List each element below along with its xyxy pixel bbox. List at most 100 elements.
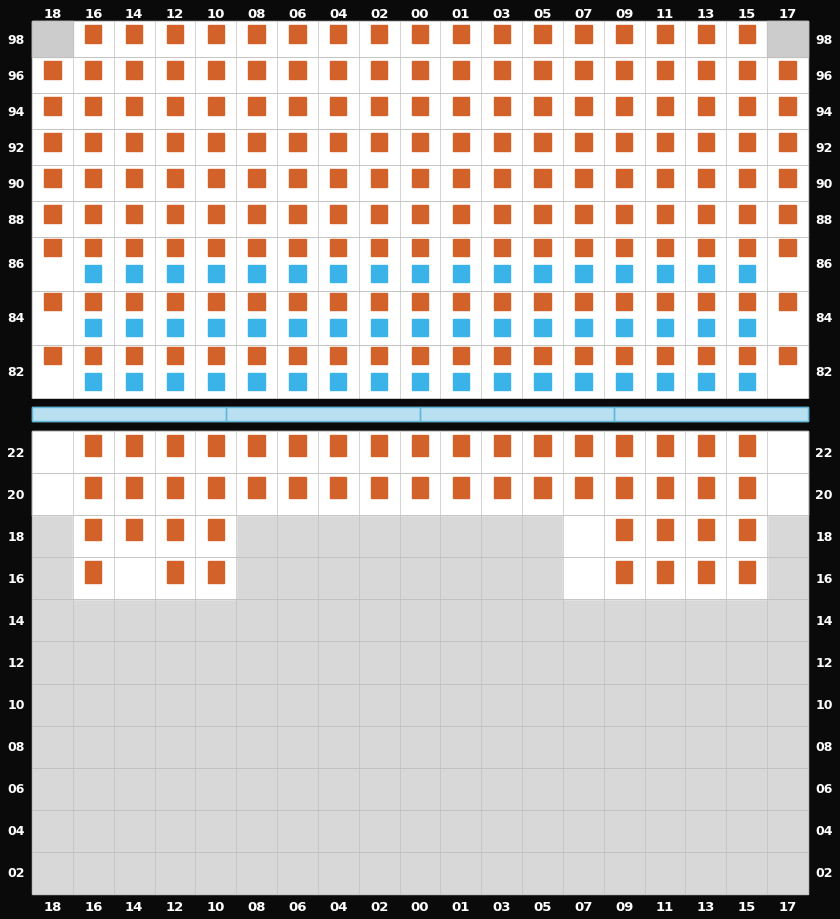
Text: 14: 14 (8, 614, 24, 628)
Bar (657, 562, 673, 583)
Bar (604, 558, 644, 600)
Bar (767, 432, 808, 473)
Text: 12: 12 (165, 7, 184, 21)
Bar (738, 133, 755, 152)
Text: 08: 08 (248, 7, 266, 21)
Bar (73, 558, 113, 600)
Bar (85, 266, 102, 283)
Bar (575, 374, 591, 391)
Text: 04: 04 (816, 824, 832, 837)
Text: 18: 18 (816, 530, 832, 543)
Bar (126, 62, 142, 80)
Bar (289, 205, 306, 223)
Bar (616, 266, 633, 283)
Text: 08: 08 (248, 900, 266, 913)
Text: 02: 02 (370, 7, 388, 21)
Bar (167, 320, 183, 337)
Bar (534, 26, 551, 43)
Bar (32, 432, 808, 894)
Bar (167, 266, 183, 283)
Bar (657, 347, 673, 365)
Bar (657, 436, 673, 457)
Bar (0, 422, 840, 429)
Bar (453, 169, 469, 187)
Bar (207, 320, 224, 337)
Bar (45, 97, 60, 116)
Text: 16: 16 (84, 900, 102, 913)
Text: 84: 84 (816, 312, 832, 325)
Bar (575, 62, 591, 80)
Bar (494, 97, 510, 116)
Bar (453, 62, 469, 80)
Bar (698, 562, 714, 583)
Bar (575, 26, 591, 43)
Bar (207, 26, 224, 43)
Bar (85, 294, 102, 311)
Bar (249, 374, 265, 391)
Bar (604, 473, 644, 516)
Bar (207, 478, 224, 499)
Bar (330, 436, 346, 457)
Bar (575, 97, 591, 116)
Bar (236, 473, 277, 516)
Text: 17: 17 (779, 7, 796, 21)
Bar (657, 320, 673, 337)
Text: 05: 05 (533, 900, 552, 913)
Bar (45, 347, 60, 365)
Bar (494, 320, 510, 337)
Bar (167, 347, 183, 365)
Text: 14: 14 (125, 7, 144, 21)
Bar (126, 294, 142, 311)
Bar (167, 169, 183, 187)
Bar (289, 347, 306, 365)
Bar (698, 478, 714, 499)
Bar (534, 266, 551, 283)
Text: 15: 15 (738, 7, 756, 21)
Bar (420, 407, 614, 422)
Bar (289, 240, 306, 257)
Bar (616, 520, 633, 541)
Bar (575, 133, 591, 152)
Bar (85, 436, 102, 457)
Bar (481, 432, 522, 473)
Bar (534, 374, 551, 391)
Bar (657, 169, 673, 187)
Bar (207, 205, 224, 223)
Bar (330, 62, 346, 80)
Bar (738, 374, 755, 391)
Bar (249, 240, 265, 257)
Bar (494, 478, 510, 499)
Text: 04: 04 (8, 824, 24, 837)
Bar (698, 436, 714, 457)
Bar (698, 374, 714, 391)
Bar (412, 320, 428, 337)
Bar (126, 26, 142, 43)
Bar (371, 26, 387, 43)
Bar (155, 432, 196, 473)
Bar (780, 62, 795, 80)
Bar (371, 347, 387, 365)
Bar (738, 436, 755, 457)
Bar (657, 478, 673, 499)
Bar (575, 169, 591, 187)
Text: 07: 07 (575, 7, 592, 21)
Text: 94: 94 (8, 106, 24, 119)
Bar (167, 374, 183, 391)
Bar (780, 205, 795, 223)
Bar (738, 294, 755, 311)
Bar (45, 62, 60, 80)
Bar (167, 436, 183, 457)
Bar (85, 205, 102, 223)
Text: 88: 88 (8, 213, 24, 226)
Bar (371, 294, 387, 311)
Bar (738, 97, 755, 116)
Bar (494, 266, 510, 283)
Text: 88: 88 (816, 213, 832, 226)
Bar (196, 473, 236, 516)
Bar (330, 294, 346, 311)
Text: 98: 98 (816, 33, 832, 47)
Bar (289, 26, 306, 43)
Bar (330, 240, 346, 257)
Text: 07: 07 (575, 900, 592, 913)
Bar (330, 478, 346, 499)
